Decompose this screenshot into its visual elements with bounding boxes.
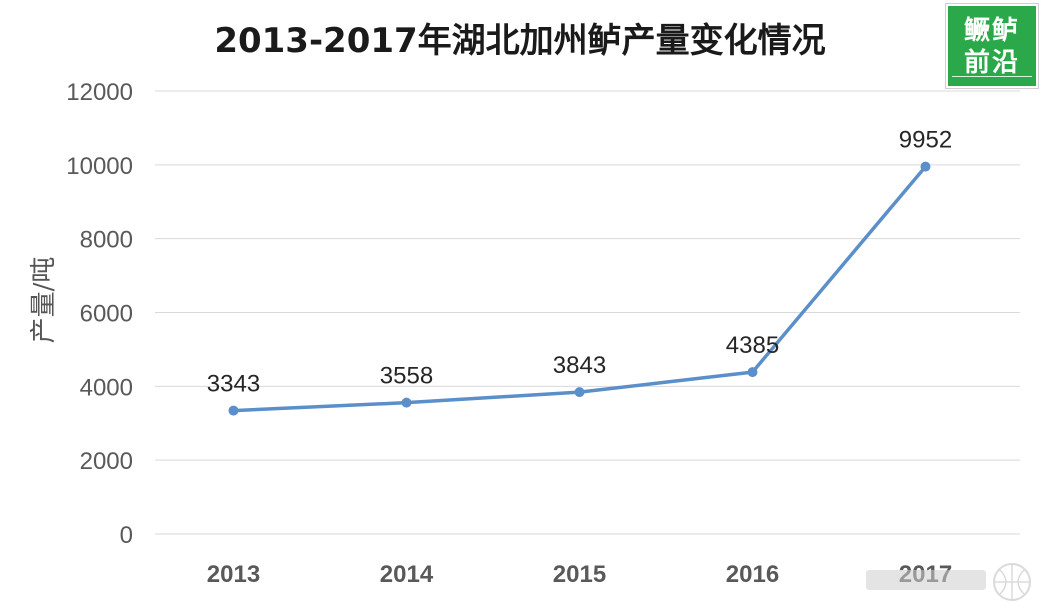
- data-label: 4385: [726, 332, 779, 359]
- y-tick-label: 6000: [80, 301, 133, 328]
- y-tick-label: 0: [120, 522, 133, 549]
- x-tick-label: 2014: [380, 561, 434, 588]
- chart-title: 2013-2017年湖北加州鲈产量变化情况: [214, 21, 825, 61]
- y-tick-label: 12000: [66, 79, 133, 106]
- x-tick-label: 2017: [899, 561, 952, 588]
- y-axis-label: 产量/吨: [29, 257, 59, 344]
- data-point: [574, 387, 585, 398]
- data-label: 9952: [899, 127, 952, 154]
- data-label: 3843: [553, 352, 606, 379]
- data-point: [920, 161, 931, 172]
- data-label: 3343: [207, 371, 260, 398]
- series-line-group: [228, 161, 931, 416]
- x-tick-label: 2015: [553, 561, 606, 588]
- data-labels: 3343 3558 3843 4385 9952: [207, 127, 952, 398]
- y-tick-label: 2000: [80, 448, 133, 475]
- data-label: 3558: [380, 363, 433, 390]
- y-tick-label: 10000: [66, 153, 133, 180]
- x-tick-label: 2013: [207, 561, 260, 588]
- y-tick-labels: 0 2000 4000 6000 8000 10000 12000: [66, 79, 133, 549]
- brand-logo: 鳜鲈 前沿: [946, 4, 1038, 88]
- x-tick-label: 2016: [726, 561, 779, 588]
- logo-subtext-strip: [952, 76, 1032, 82]
- data-point: [747, 367, 758, 378]
- y-tick-label: 8000: [80, 227, 133, 254]
- y-gridlines: [155, 90, 1020, 535]
- y-tick-label: 4000: [80, 374, 133, 401]
- data-point: [228, 405, 239, 416]
- logo-text-line2: 前沿: [963, 48, 1020, 78]
- logo-text-line1: 鳜鲈: [963, 16, 1020, 46]
- x-tick-labels: 2013 2014 2015 2016 2017: [207, 561, 952, 588]
- data-point: [401, 397, 412, 408]
